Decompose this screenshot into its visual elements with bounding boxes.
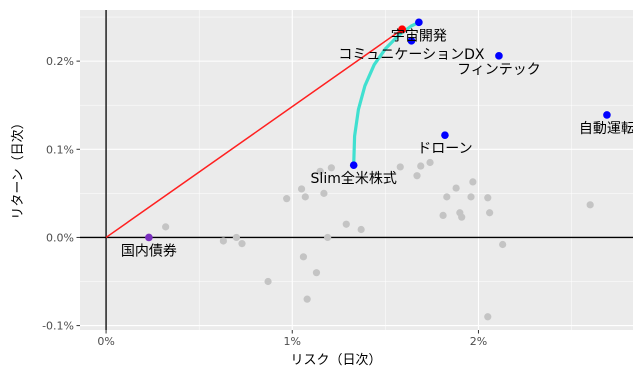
fund-point — [484, 194, 492, 202]
highlighted-fund-point — [495, 52, 503, 60]
fund-point — [297, 185, 306, 193]
fund-point — [283, 195, 291, 203]
highlighted-fund-point — [407, 37, 416, 45]
x-tick-label: 1% — [284, 335, 301, 348]
fund-point — [426, 158, 434, 167]
fund-point — [316, 167, 324, 175]
fund-point — [417, 162, 425, 170]
fund-point — [469, 178, 477, 186]
point-label: 自動運転 — [579, 121, 633, 137]
tangency-portfolio-point — [398, 25, 407, 34]
highlight-points — [145, 18, 611, 242]
fund-point — [586, 201, 594, 209]
x-tick-label: 2% — [470, 335, 487, 348]
fund-point — [324, 233, 332, 242]
fund-point — [486, 209, 494, 217]
fund-point — [327, 164, 335, 172]
point-label: 国内債券 — [121, 243, 177, 259]
efficient-frontier-curve — [352, 20, 421, 167]
y-axis-title: リターン（日次） — [10, 116, 26, 219]
background-points — [162, 158, 594, 321]
zero-axis-lines — [80, 10, 633, 330]
highlighted-fund-point — [603, 111, 611, 119]
highlighted-fund-point — [441, 131, 449, 139]
fund-point — [484, 313, 492, 321]
point-label: 宇宙開発 — [391, 28, 447, 44]
fund-point — [499, 240, 507, 249]
y-tick-label: 0.0% — [46, 231, 74, 244]
fund-point — [413, 172, 421, 180]
fund-point — [443, 193, 451, 201]
point-label: コミュニケーションDX — [338, 47, 484, 63]
fund-point — [162, 223, 170, 231]
highlighted-fund-point — [349, 161, 358, 169]
point-label: フィンテック — [457, 62, 541, 78]
fund-point — [458, 213, 466, 221]
fund-point — [219, 237, 227, 245]
fund-point — [320, 189, 328, 197]
y-tick-label: 0.1% — [46, 143, 74, 156]
fund-point — [396, 163, 404, 171]
fund-point — [264, 277, 272, 286]
highlighted-fund-point — [415, 18, 423, 27]
tick-labels: 0% 1% 2% -0.1% 0.0% 0.1% 0.2% — [42, 55, 487, 348]
highlighted-fund-point — [145, 233, 153, 242]
fund-point — [342, 220, 350, 228]
fund-point — [312, 269, 321, 277]
y-tick-label: -0.1% — [42, 320, 74, 333]
fund-point — [439, 211, 447, 219]
point-label: ドローン — [417, 141, 472, 157]
tick-marks — [76, 60, 479, 334]
y-tick-label: 0.2% — [46, 55, 74, 68]
frontier-and-cml — [105, 20, 421, 239]
point-label: Slim全米株式 — [311, 170, 397, 187]
x-axis-title: リスク（日次） — [290, 352, 381, 368]
capital-market-line — [105, 28, 403, 239]
fund-point — [238, 240, 246, 248]
fund-point — [452, 184, 460, 192]
fund-point — [301, 193, 309, 201]
fund-point — [299, 253, 308, 261]
fund-point — [232, 233, 241, 242]
fund-point — [303, 295, 311, 303]
x-tick-label: 0% — [97, 335, 114, 348]
fund-point — [357, 225, 365, 234]
plot-panel — [80, 10, 633, 330]
fund-point — [467, 193, 475, 201]
